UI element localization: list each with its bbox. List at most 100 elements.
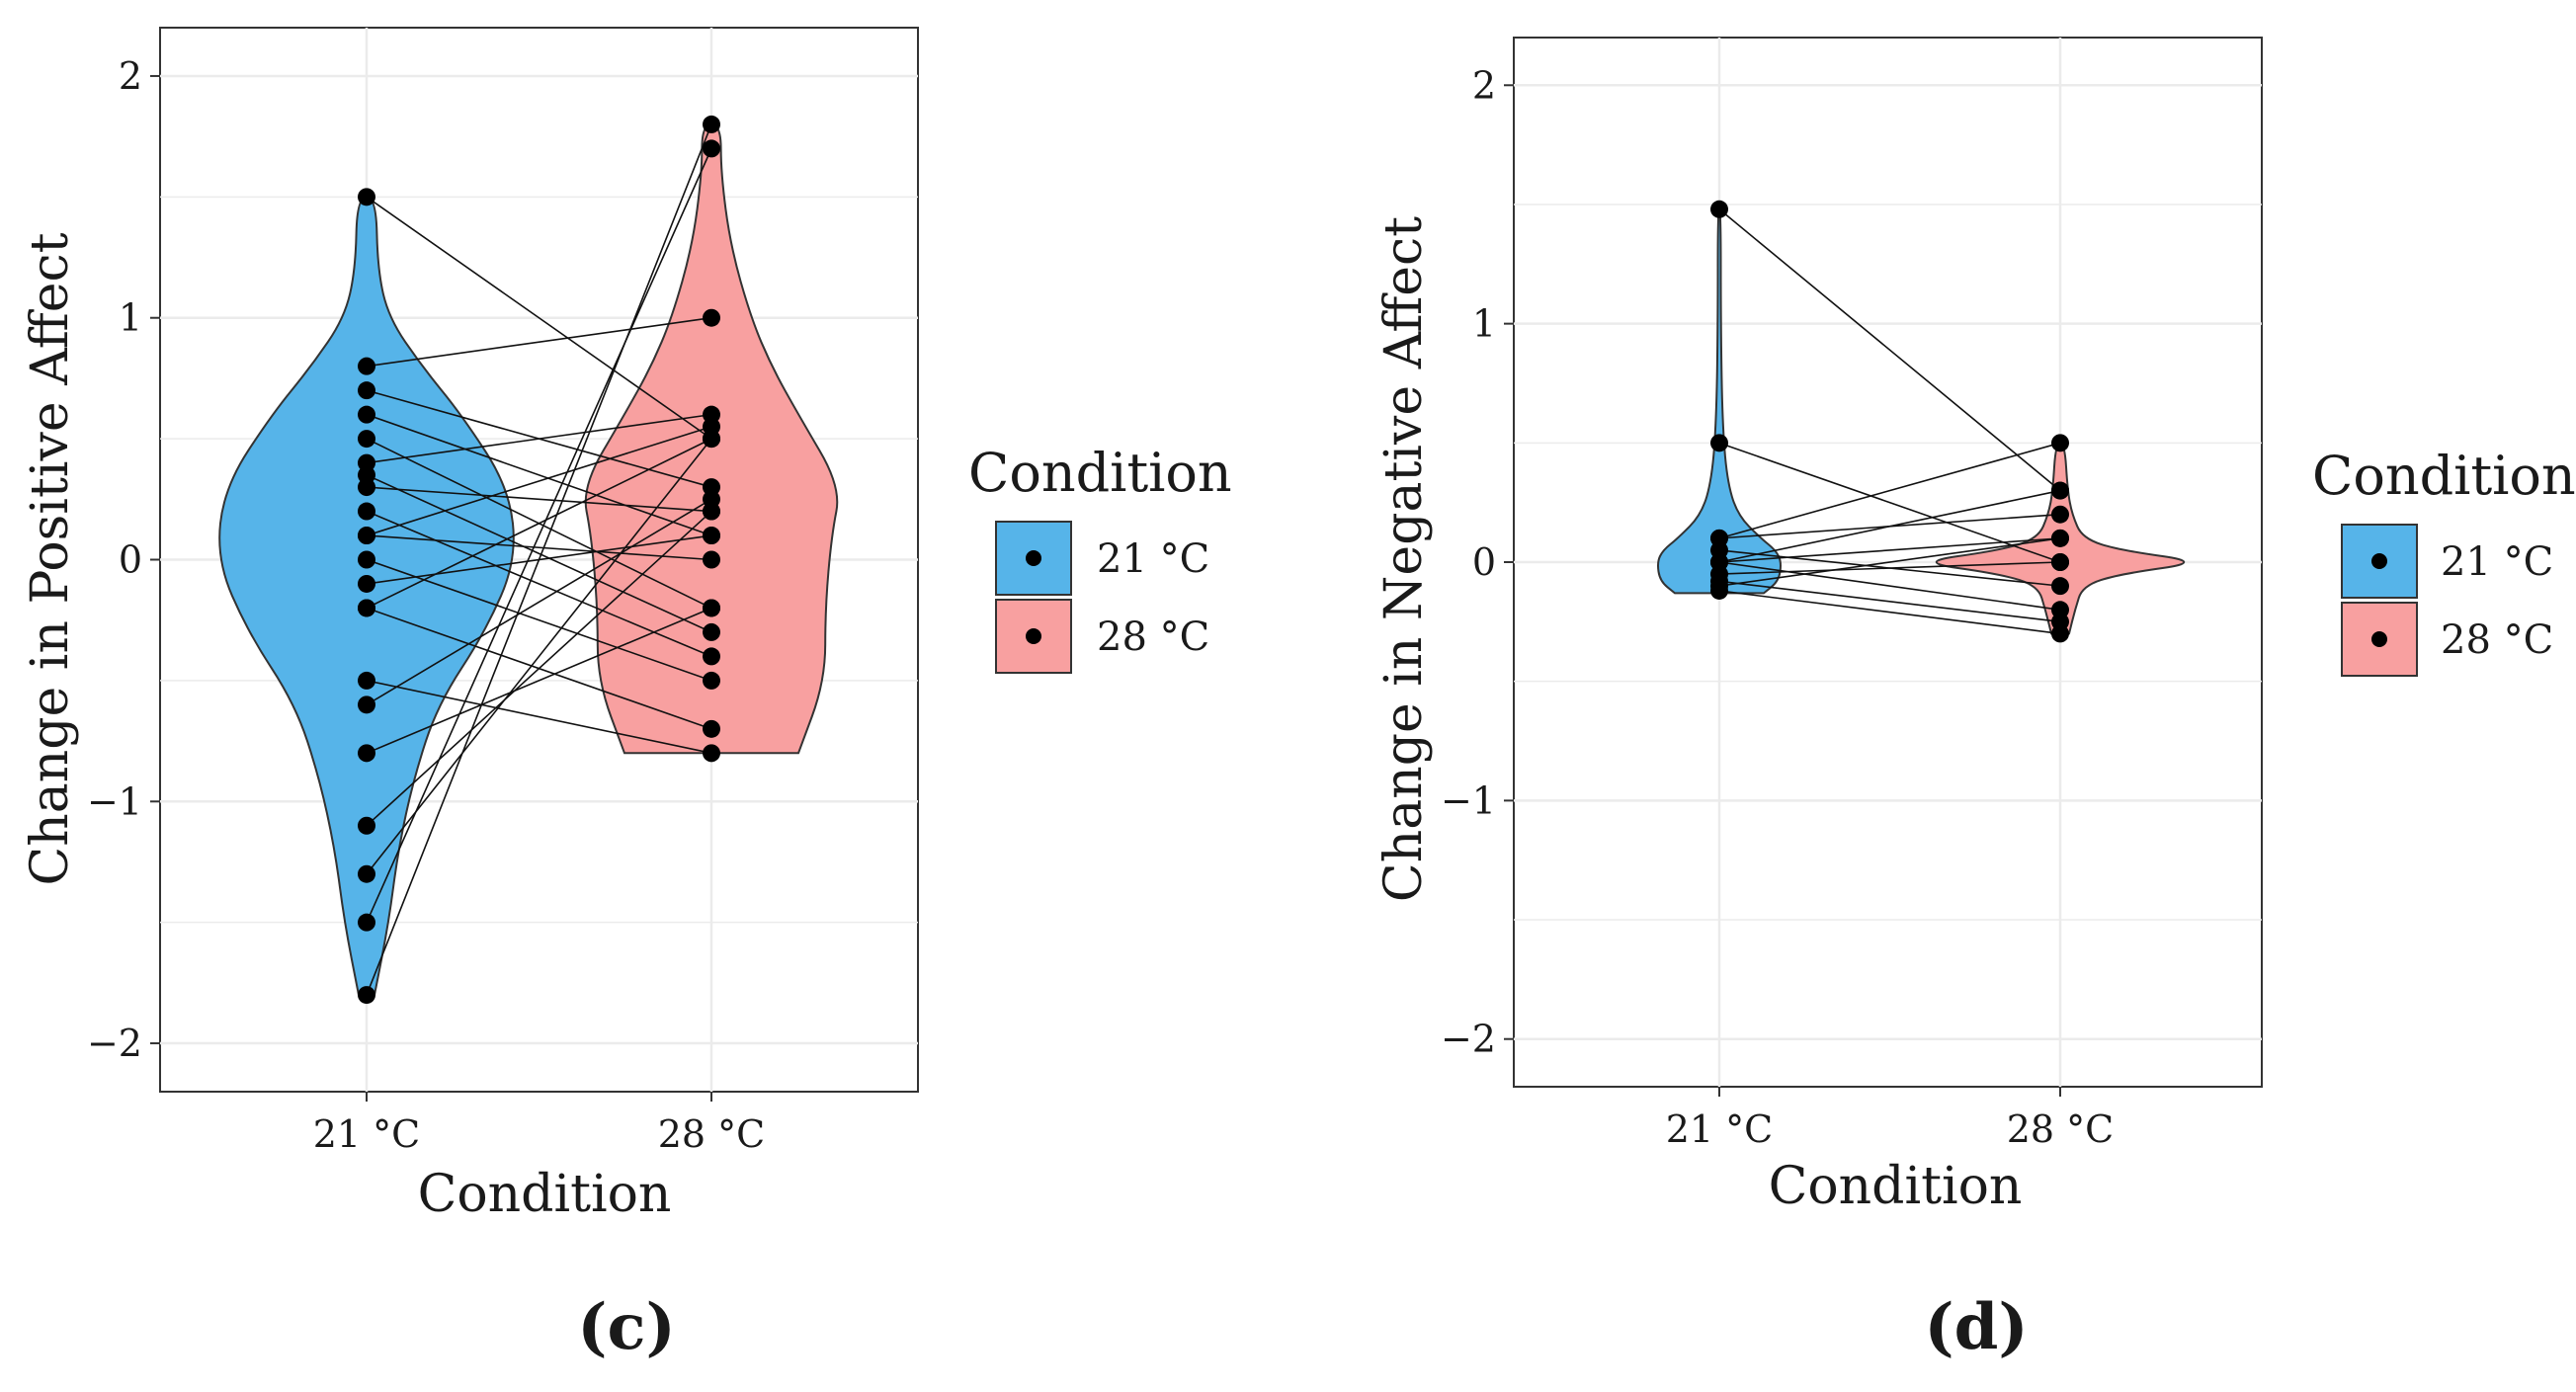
panel-label-c: (c) bbox=[577, 1290, 676, 1364]
c-point-21 bbox=[358, 913, 375, 932]
c-point-21 bbox=[358, 502, 375, 521]
c-pair-line bbox=[366, 196, 712, 440]
c-point-21 bbox=[358, 986, 375, 1005]
legend-d: Condition 21 °C 28 °C bbox=[2312, 445, 2576, 677]
c-y-tick-label: 0 bbox=[119, 538, 142, 582]
d-y-tick-label: 0 bbox=[1472, 540, 1496, 584]
c-pair-line bbox=[366, 123, 712, 996]
c-point-28 bbox=[703, 430, 720, 449]
d-point-28 bbox=[2051, 577, 2069, 596]
c-y-tick-label: 1 bbox=[119, 296, 142, 340]
d-point-28 bbox=[2051, 553, 2069, 571]
points-c bbox=[358, 115, 720, 1005]
legend-label-21-d: 21 °C bbox=[2441, 539, 2553, 585]
d-pair-line bbox=[1718, 580, 2061, 623]
c-pair-line bbox=[366, 426, 712, 536]
c-point-21 bbox=[358, 671, 375, 690]
c-pair-line bbox=[366, 413, 712, 464]
legend-title-c: Condition bbox=[968, 442, 1232, 504]
d-pair-line bbox=[1718, 442, 2061, 539]
c-y-tick-label: −1 bbox=[87, 779, 142, 823]
d-pair-line bbox=[1718, 489, 2061, 563]
y-ticks-c: −2 −1 0 1 2 bbox=[87, 54, 160, 1065]
d-point-28 bbox=[2051, 624, 2069, 643]
c-x-tick-label: 21 °C bbox=[313, 1112, 421, 1156]
legend-c: Condition 21 °C 28 °C bbox=[968, 442, 1232, 674]
panel-d: −2 −1 0 1 2 21 °C 28 °C Change in Negative Af… bbox=[1374, 37, 2263, 1364]
c-point-28 bbox=[703, 744, 720, 763]
d-pair-line bbox=[1718, 561, 2061, 575]
c-point-21 bbox=[358, 188, 375, 206]
legend-key-28-c-dot bbox=[1026, 628, 1041, 644]
d-y-tick-label: 1 bbox=[1472, 302, 1496, 346]
legend-key-21-d-dot bbox=[2371, 553, 2387, 569]
c-point-28 bbox=[703, 671, 720, 690]
d-point-28 bbox=[2051, 505, 2069, 524]
c-pair-line bbox=[366, 607, 712, 755]
c-point-28 bbox=[703, 139, 720, 158]
c-pair-line bbox=[366, 474, 712, 633]
c-point-28 bbox=[703, 647, 720, 666]
c-pair-line bbox=[366, 510, 712, 827]
d-pair-line bbox=[1718, 537, 2061, 563]
c-point-28 bbox=[703, 527, 720, 545]
y-axis-label-d: Change in Negative Affect bbox=[1374, 216, 1434, 902]
c-pair-line bbox=[366, 680, 712, 755]
legend-label-28-d: 28 °C bbox=[2441, 617, 2553, 663]
c-y-tick-label: 2 bbox=[119, 54, 142, 98]
d-y-tick-label: −1 bbox=[1441, 778, 1496, 822]
c-point-21 bbox=[358, 357, 375, 375]
c-pair-line bbox=[366, 316, 712, 368]
d-y-tick-label: −2 bbox=[1441, 1018, 1496, 1061]
d-point-21 bbox=[1710, 200, 1728, 218]
legend-label-28-c: 28 °C bbox=[1097, 614, 1209, 660]
c-point-28 bbox=[703, 599, 720, 617]
panel-letter-d: d bbox=[1954, 1290, 1999, 1364]
c-point-21 bbox=[358, 574, 375, 593]
d-pair-line bbox=[1718, 561, 2061, 612]
legend-key-21-c-dot bbox=[1026, 550, 1041, 566]
y-axis-label-c: Change in Positive Affect bbox=[21, 232, 80, 885]
panel-c: −2 −1 0 1 2 21 °C 28 °C Change in Positive Af… bbox=[21, 27, 919, 1364]
c-pair-line bbox=[366, 498, 712, 706]
c-point-21 bbox=[358, 405, 375, 424]
y-ticks-d: −2 −1 0 1 2 bbox=[1441, 63, 1514, 1061]
legend-title-d: Condition bbox=[2312, 445, 2576, 507]
c-pair-line bbox=[366, 148, 712, 923]
d-x-tick-label: 28 °C bbox=[2007, 1107, 2115, 1151]
c-point-28 bbox=[703, 308, 720, 327]
c-x-tick-label: 28 °C bbox=[658, 1112, 766, 1156]
c-point-21 bbox=[358, 430, 375, 449]
c-point-21 bbox=[358, 696, 375, 714]
d-y-tick-label: 2 bbox=[1472, 63, 1496, 107]
x-axis-label-c: Condition bbox=[418, 1165, 672, 1224]
d-point-21 bbox=[1710, 434, 1728, 452]
c-point-28 bbox=[703, 502, 720, 521]
c-point-21 bbox=[358, 816, 375, 835]
pair-lines-d bbox=[1718, 208, 2061, 635]
c-point-21 bbox=[358, 381, 375, 400]
c-point-28 bbox=[703, 550, 720, 569]
c-pair-line bbox=[366, 438, 712, 610]
c-point-21 bbox=[358, 478, 375, 497]
c-pair-line bbox=[366, 534, 712, 561]
d-point-28 bbox=[2051, 434, 2069, 452]
legend-label-21-c: 21 °C bbox=[1097, 536, 1209, 582]
c-point-28 bbox=[703, 622, 720, 641]
gridlines-d bbox=[1514, 38, 2262, 1087]
points-d bbox=[1710, 200, 2069, 643]
c-point-21 bbox=[358, 550, 375, 569]
c-point-21 bbox=[358, 599, 375, 617]
d-point-28 bbox=[2051, 529, 2069, 547]
pair-lines-c bbox=[366, 123, 712, 996]
c-y-tick-label: −2 bbox=[87, 1022, 142, 1065]
x-axis-label-d: Condition bbox=[1769, 1157, 2023, 1216]
x-ticks-c: 21 °C 28 °C bbox=[313, 1092, 766, 1156]
c-point-21 bbox=[358, 744, 375, 763]
c-pair-line bbox=[366, 486, 712, 513]
x-ticks-d: 21 °C 28 °C bbox=[1666, 1087, 2115, 1151]
d-point-28 bbox=[2051, 481, 2069, 500]
c-point-28 bbox=[703, 115, 720, 133]
legend-key-28-d-dot bbox=[2371, 631, 2387, 647]
